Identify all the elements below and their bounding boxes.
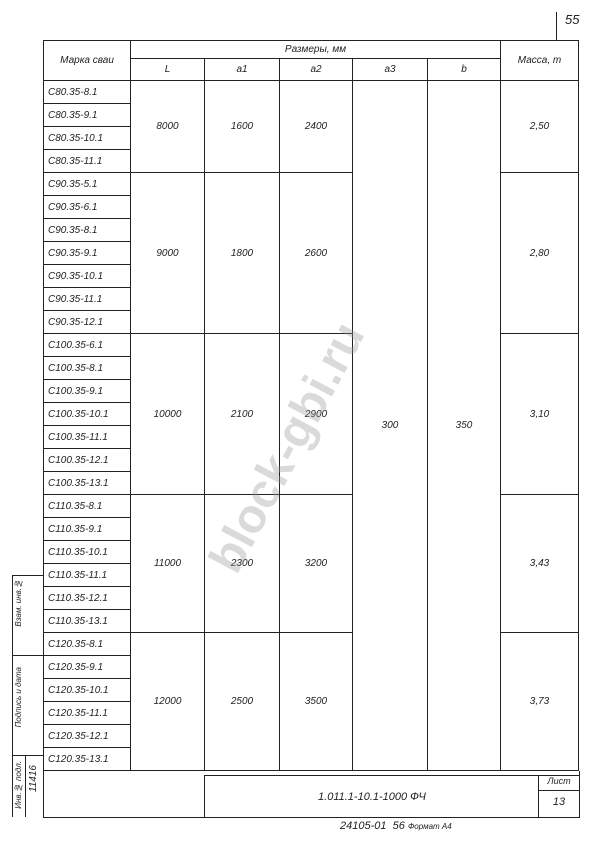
table-row: С120.35-10.1: [43, 678, 579, 702]
pile-mark: С110.35-8.1: [43, 494, 131, 518]
dim-b: 350: [427, 80, 501, 771]
footer-number: 56: [392, 820, 405, 832]
pile-mark: С100.35-10.1: [43, 402, 131, 426]
pile-mark: С80.35-10.1: [43, 126, 131, 150]
pile-mark: С80.35-9.1: [43, 103, 131, 127]
table-row: С110.35-10.1: [43, 540, 579, 564]
mass: 2,50: [500, 80, 579, 173]
mass: 3,43: [500, 494, 579, 633]
pile-mark: С110.35-12.1: [43, 586, 131, 610]
pile-mark: С120.35-9.1: [43, 655, 131, 679]
dim-a1: 2300: [204, 494, 280, 633]
stamp-inv-original: Инв.№ подл.: [14, 761, 23, 809]
pile-mark: С80.35-8.1: [43, 80, 131, 104]
pile-mark: С90.35-8.1: [43, 218, 131, 242]
table-row: С80.35-9.1: [43, 103, 579, 127]
table-row: С90.35-5.1 9000 1800 2600 2,80: [43, 172, 579, 334]
pile-mark: С90.35-6.1: [43, 195, 131, 219]
footer-code: 24105-01: [340, 820, 387, 832]
pile-mark: С110.35-13.1: [43, 609, 131, 633]
pile-mark: С100.35-11.1: [43, 425, 131, 449]
table-row: С120.35-13.1: [43, 747, 579, 771]
dim-a3: 300: [352, 80, 428, 771]
pile-mark: С80.35-11.1: [43, 149, 131, 173]
length-L: 8000: [130, 80, 205, 173]
dim-a1: 1800: [204, 172, 280, 334]
table-row: С120.35-11.1: [43, 701, 579, 725]
table-row: С100.35-13.1: [43, 471, 579, 495]
table-row: С120.35-12.1: [43, 724, 579, 748]
length-L: 9000: [130, 172, 205, 334]
length-L: 11000: [130, 494, 205, 633]
length-L: 10000: [130, 333, 205, 495]
mass: 2,80: [500, 172, 579, 334]
pile-mark: С90.35-9.1: [43, 241, 131, 265]
mass: 3,73: [500, 632, 579, 771]
pile-mark: С100.35-8.1: [43, 356, 131, 380]
pile-mark: С100.35-6.1: [43, 333, 131, 357]
dim-a2: 3500: [279, 632, 353, 771]
designation: 1.011.1-10.1-1000 ФЧ: [204, 775, 539, 817]
header-mass: Масса, т: [500, 40, 579, 81]
pile-mark: С90.35-12.1: [43, 310, 131, 334]
header-a3: a3: [352, 58, 428, 81]
table-row: С90.35-8.1: [43, 218, 579, 242]
dim-a2: 3200: [279, 494, 353, 633]
pile-mark: С90.35-10.1: [43, 264, 131, 288]
stamp-inv-number: 11416: [28, 765, 39, 793]
pile-mark: С90.35-5.1: [43, 172, 131, 196]
table-row: С120.35-8.1 12000 2500 3500 3,73: [43, 632, 579, 771]
pile-mark: С120.35-12.1: [43, 724, 131, 748]
table-row: С110.35-9.1: [43, 517, 579, 541]
pile-mark: С100.35-9.1: [43, 379, 131, 403]
table-row: С110.35-11.1: [43, 563, 579, 587]
margin-stamp: Взам. инв.№ Подпись и дата Инв.№ подл. 1…: [12, 575, 44, 817]
dim-a2: 2400: [279, 80, 353, 173]
stamp-replaced-inv: Взам. инв.№: [14, 579, 23, 627]
pile-mark: С110.35-10.1: [43, 540, 131, 564]
table-row: С100.35-6.1 10000 2100 2900 3,10: [43, 333, 579, 495]
length-L: 12000: [130, 632, 205, 771]
table-row: С80.35-10.1: [43, 126, 579, 150]
dim-a1: 1600: [204, 80, 280, 173]
pile-mark: С120.35-11.1: [43, 701, 131, 725]
pile-mark: С120.35-8.1: [43, 632, 131, 656]
header-L: L: [130, 58, 205, 81]
sheet-label: Лист: [539, 776, 579, 791]
table-row: С80.35-8.1 8000 1600 2400 300 350 2,50: [43, 80, 579, 771]
pile-mark: С110.35-11.1: [43, 563, 131, 587]
dim-a2: 2600: [279, 172, 353, 334]
table-row: С120.35-9.1: [43, 655, 579, 679]
stamp-signature-date: Подпись и дата: [14, 667, 23, 728]
sheet-number: 13: [552, 796, 566, 808]
dim-a1: 2100: [204, 333, 280, 495]
table-row: С90.35-10.1: [43, 264, 579, 288]
pile-table: Марка сваи Размеры, мм Масса, т L a1 a2 …: [43, 40, 579, 771]
footer-format: Формат А4: [407, 822, 452, 831]
title-block: 1.011.1-10.1-1000 ФЧ Лист 13: [43, 771, 580, 818]
pile-mark: С120.35-13.1: [43, 747, 131, 771]
footer: 24105-01 56 Формат А4: [340, 820, 452, 832]
table-row: С100.35-9.1: [43, 379, 579, 403]
header-dimensions: Размеры, мм: [130, 40, 501, 59]
pile-mark: С110.35-9.1: [43, 517, 131, 541]
page-number: 55: [556, 12, 579, 40]
pile-mark: С90.35-11.1: [43, 287, 131, 311]
pile-mark: С100.35-13.1: [43, 471, 131, 495]
mass: 3,10: [500, 333, 579, 495]
pile-mark: С100.35-12.1: [43, 448, 131, 472]
header-b: b: [427, 58, 501, 81]
table-row: С110.35-8.1 11000 2300 3200 3,43: [43, 494, 579, 633]
dim-a1: 2500: [204, 632, 280, 771]
pile-mark: С120.35-10.1: [43, 678, 131, 702]
header-a2: a2: [279, 58, 353, 81]
header-mark: Марка сваи: [43, 40, 131, 81]
sheet-cell: Лист 13: [538, 775, 579, 817]
header-a1: a1: [204, 58, 280, 81]
